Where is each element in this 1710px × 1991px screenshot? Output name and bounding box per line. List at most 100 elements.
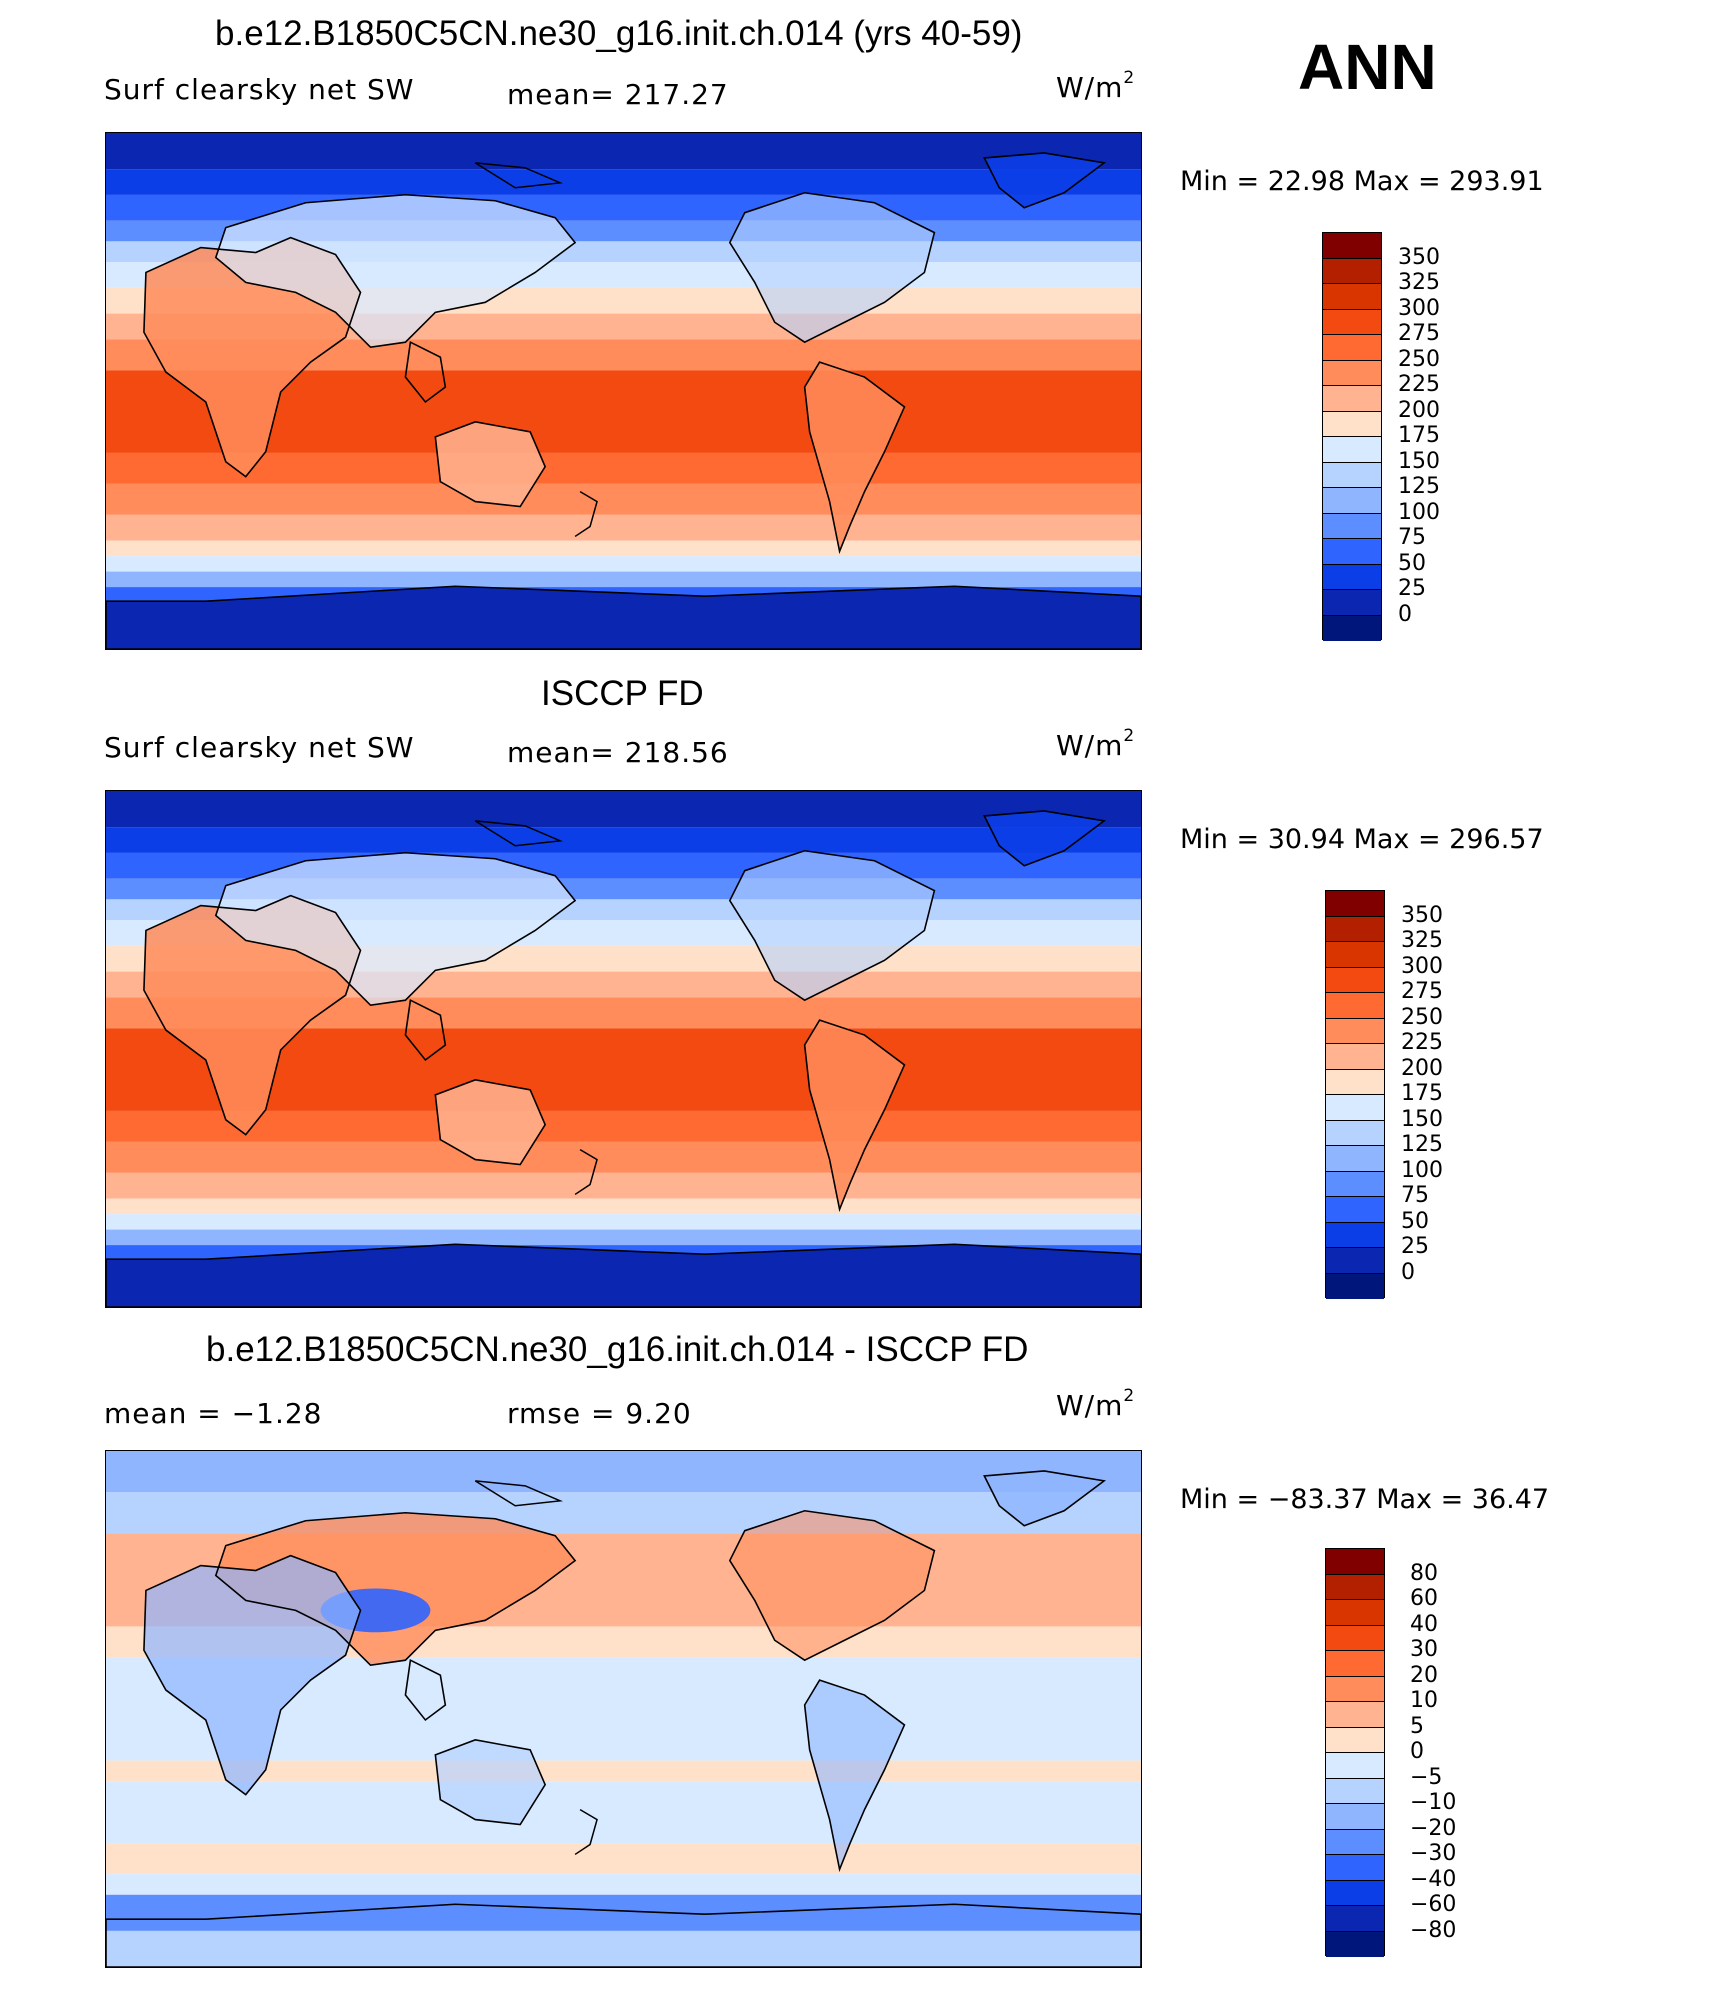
panel2-colorbar xyxy=(1325,890,1385,1299)
panel3-map xyxy=(105,1450,1142,1968)
colorbar-swatch xyxy=(1326,1120,1384,1146)
colorbar-swatch xyxy=(1326,1778,1384,1804)
colorbar-tick-label: 80 xyxy=(1410,1560,1438,1586)
coastline xyxy=(106,1903,1141,1967)
colorbar-tick-label: 300 xyxy=(1398,295,1440,321)
coastline xyxy=(574,1808,598,1856)
field-band xyxy=(106,1451,1141,1493)
panel2-minmax: Min = 30.94 Max = 296.57 xyxy=(1180,824,1544,855)
colorbar-tick-label: 0 xyxy=(1410,1739,1424,1764)
colorbar-tick-label: 350 xyxy=(1401,902,1443,928)
land-fill xyxy=(435,1079,546,1165)
colorbar-tick-label: 75 xyxy=(1398,525,1426,550)
colorbar-swatch xyxy=(1326,1651,1384,1677)
colorbar-tick-label: 350 xyxy=(1398,244,1440,270)
panel1-map-field xyxy=(106,133,1141,649)
field-band xyxy=(106,1843,1141,1875)
land-fill xyxy=(729,192,935,343)
field-band xyxy=(106,1492,1141,1534)
panel2-map-field xyxy=(106,791,1141,1307)
colorbar-swatch xyxy=(1326,1171,1384,1197)
colorbar-tick-label: 175 xyxy=(1401,1081,1443,1106)
colorbar-swatch xyxy=(1326,1549,1384,1575)
panel3-map-field xyxy=(106,1451,1141,1967)
colorbar-tick-label: 50 xyxy=(1398,550,1426,576)
colorbar-tick-label: 250 xyxy=(1401,1004,1443,1030)
field-band xyxy=(106,791,1141,828)
field-band xyxy=(106,1874,1141,1895)
colorbar-tick-label: 325 xyxy=(1401,928,1443,953)
field-band xyxy=(106,1141,1141,1173)
field-band xyxy=(106,1229,1141,1246)
colorbar-tick-label: 25 xyxy=(1398,576,1426,601)
field-band xyxy=(106,556,1141,572)
colorbar-tick-label: 125 xyxy=(1398,474,1440,499)
coastline xyxy=(983,152,1107,209)
panel1-title: b.e12.B1850C5CN.ne30_g16.init.ch.014 (yr… xyxy=(215,14,1023,53)
colorbar-tick-label: −20 xyxy=(1410,1815,1457,1841)
coastline xyxy=(214,1511,577,1667)
colorbar-swatch xyxy=(1323,615,1381,641)
panel2-unit-label: W/m2 xyxy=(1056,726,1136,762)
field-band xyxy=(106,1110,1141,1142)
coastline xyxy=(434,1739,547,1826)
coastline xyxy=(143,236,362,478)
panel1-unit-label: W/m2 xyxy=(1056,68,1136,104)
colorbar-tick-label: 325 xyxy=(1398,270,1440,295)
colorbar-swatch xyxy=(1326,942,1384,968)
colorbar-swatch xyxy=(1323,335,1381,361)
panel3-unit-label: W/m2 xyxy=(1056,1386,1136,1422)
land-fill xyxy=(804,362,905,552)
colorbar-tick-label: 25 xyxy=(1401,1234,1429,1259)
colorbar-swatch xyxy=(1326,1804,1384,1830)
colorbar-swatch xyxy=(1326,1931,1384,1957)
colorbar-swatch xyxy=(1326,1625,1384,1651)
panel1-mean-label: mean= 217.27 xyxy=(507,78,729,111)
colorbar-swatch xyxy=(1326,1574,1384,1600)
coastline xyxy=(143,894,362,1136)
field-band xyxy=(106,1198,1141,1215)
colorbar-tick-label: −5 xyxy=(1410,1764,1443,1790)
land-fill xyxy=(804,1680,905,1870)
field-band xyxy=(106,827,1141,853)
colorbar-tick-label: 5 xyxy=(1410,1713,1424,1739)
land-fill xyxy=(729,1510,935,1661)
colorbar-tick-label: 30 xyxy=(1410,1637,1438,1662)
colorbar-tick-label: 200 xyxy=(1398,397,1440,423)
colorbar-swatch xyxy=(1326,1222,1384,1248)
coastline xyxy=(728,1509,936,1662)
colorbar-tick-label: 0 xyxy=(1398,601,1412,627)
coastline xyxy=(106,585,1141,649)
field-band xyxy=(106,1894,1141,1931)
coastline xyxy=(728,849,936,1002)
coastline xyxy=(728,191,936,344)
coastline xyxy=(983,1470,1107,1527)
field-band xyxy=(106,452,1141,484)
land-fill xyxy=(984,1470,1105,1526)
field-band xyxy=(106,1214,1141,1230)
land-fill xyxy=(984,810,1105,866)
colorbar-swatch xyxy=(1326,1829,1384,1855)
colorbar-tick-label: 175 xyxy=(1398,423,1440,448)
coastline xyxy=(404,998,447,1062)
panel1-map xyxy=(105,132,1142,650)
colorbar-swatch xyxy=(1323,386,1381,412)
land-fill xyxy=(215,194,576,348)
field-band xyxy=(106,1172,1141,1199)
colorbar-swatch xyxy=(1323,360,1381,386)
colorbar-swatch xyxy=(1323,513,1381,539)
colorbar-swatch xyxy=(1326,1600,1384,1626)
colorbar-tick-label: 300 xyxy=(1401,953,1443,979)
colorbar-swatch xyxy=(1326,1095,1384,1121)
colorbar-tick-label: 100 xyxy=(1398,499,1440,525)
field-band xyxy=(106,133,1141,170)
colorbar-tick-label: 40 xyxy=(1410,1611,1438,1637)
field-band xyxy=(106,571,1141,588)
colorbar-swatch xyxy=(1326,1273,1384,1299)
coastline xyxy=(803,1679,906,1873)
panel2-mean-label: mean= 218.56 xyxy=(507,736,729,769)
colorbar-tick-label: 225 xyxy=(1401,1030,1443,1055)
colorbar-swatch xyxy=(1326,1069,1384,1095)
colorbar-swatch xyxy=(1323,233,1381,259)
colorbar-tick-label: 150 xyxy=(1401,1106,1443,1132)
